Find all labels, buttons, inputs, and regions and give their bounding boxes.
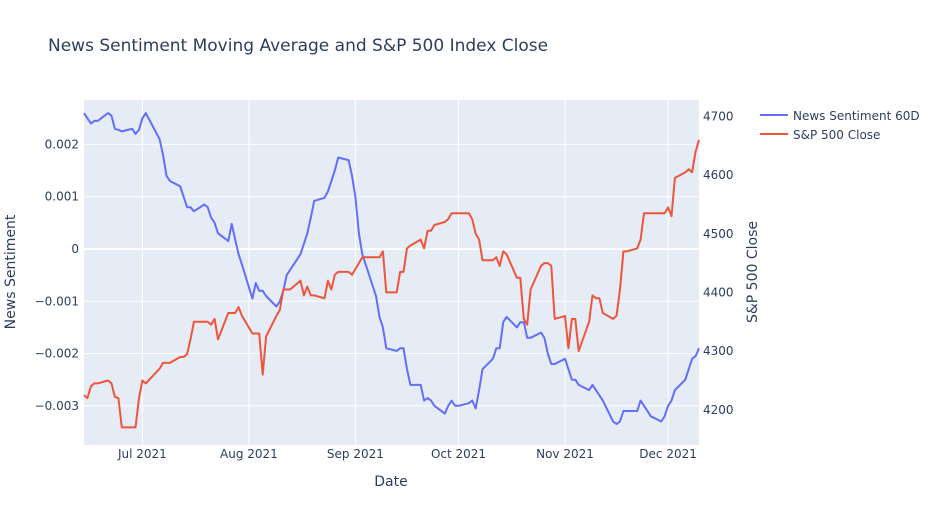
series-line-news-sentiment xyxy=(83,112,700,426)
y-left-tick-label: 0 xyxy=(71,242,79,256)
y-right-tick-label: 4600 xyxy=(703,168,734,182)
y-right-tick-label: 4400 xyxy=(703,285,734,299)
series-line-sp500 xyxy=(83,139,700,429)
x-tick-label: Aug 2021 xyxy=(220,447,278,461)
legend-label-sp500: S&P 500 Close xyxy=(793,128,880,142)
grid-lines xyxy=(84,100,699,445)
y-right-tick-label: 4200 xyxy=(703,403,734,417)
x-tick-label: Nov 2021 xyxy=(536,447,594,461)
y-right-tick-label: 4300 xyxy=(703,344,734,358)
legend-item-news-sentiment[interactable]: News Sentiment 60D xyxy=(760,109,920,123)
y-right-tick-label: 4700 xyxy=(703,109,734,123)
plot-area xyxy=(84,100,699,445)
y-left-tick-label: −0.003 xyxy=(35,399,79,413)
y-left-tick-label: −0.001 xyxy=(35,294,79,308)
y-right-axis-title: S&P 500 Close xyxy=(745,221,761,323)
x-axis-title: Date xyxy=(374,474,407,490)
x-tick-label: Oct 2021 xyxy=(431,447,486,461)
x-tick-label: Sep 2021 xyxy=(327,447,384,461)
legend[interactable]: News Sentiment 60D S&P 500 Close xyxy=(760,109,920,142)
y-left-tick-label: −0.002 xyxy=(35,347,79,361)
x-tick-label: Jul 2021 xyxy=(117,447,167,461)
y-left-axis-title: News Sentiment xyxy=(3,214,19,329)
axis-labels: Jul 2021 Aug 2021 Sep 2021 Oct 2021 Nov 2021… xyxy=(35,109,734,461)
x-tick-label: Dec 2021 xyxy=(639,447,697,461)
y-left-tick-label: 0.002 xyxy=(45,137,79,151)
y-left-tick-label: 0.001 xyxy=(45,190,79,204)
legend-item-sp500[interactable]: S&P 500 Close xyxy=(760,128,880,142)
chart-title: News Sentiment Moving Average and S&P 50… xyxy=(48,36,548,56)
y-right-tick-label: 4500 xyxy=(703,227,734,241)
series-layer xyxy=(83,112,700,429)
legend-label-news-sentiment: News Sentiment 60D xyxy=(793,109,920,123)
